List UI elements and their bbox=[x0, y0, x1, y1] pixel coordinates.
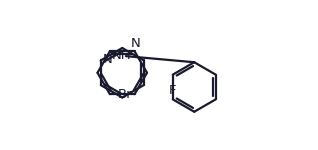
Text: NH: NH bbox=[111, 49, 131, 62]
Text: N: N bbox=[103, 53, 113, 66]
Text: Br: Br bbox=[118, 88, 133, 101]
Text: N: N bbox=[131, 36, 141, 50]
Text: F: F bbox=[169, 84, 176, 97]
